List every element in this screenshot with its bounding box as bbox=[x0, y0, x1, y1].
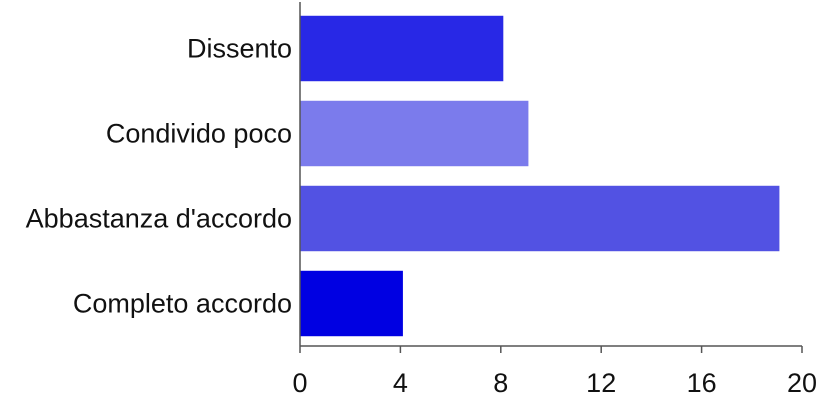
x-axis-ticks: 0 4 8 12 16 20 bbox=[292, 346, 817, 398]
x-tick-label-1: 4 bbox=[393, 368, 408, 398]
bar-2 bbox=[300, 185, 780, 252]
category-label-3: Completo accordo bbox=[73, 289, 292, 319]
x-tick-label-2: 8 bbox=[493, 368, 508, 398]
category-label-0: Dissento bbox=[187, 34, 292, 64]
category-label-1: Condivido poco bbox=[106, 119, 292, 149]
category-labels: Dissento Condivido poco Abbastanza d'accor… bbox=[26, 34, 292, 319]
x-tick-label-5: 20 bbox=[787, 368, 817, 398]
bar-0 bbox=[300, 15, 504, 82]
bars-group bbox=[300, 15, 780, 337]
x-tick-label-4: 16 bbox=[687, 368, 717, 398]
bar-3 bbox=[300, 270, 403, 337]
category-label-2: Abbastanza d'accordo bbox=[26, 204, 292, 234]
x-tick-label-3: 12 bbox=[586, 368, 616, 398]
bar-1 bbox=[300, 100, 529, 167]
x-tick-label-0: 0 bbox=[292, 368, 307, 398]
